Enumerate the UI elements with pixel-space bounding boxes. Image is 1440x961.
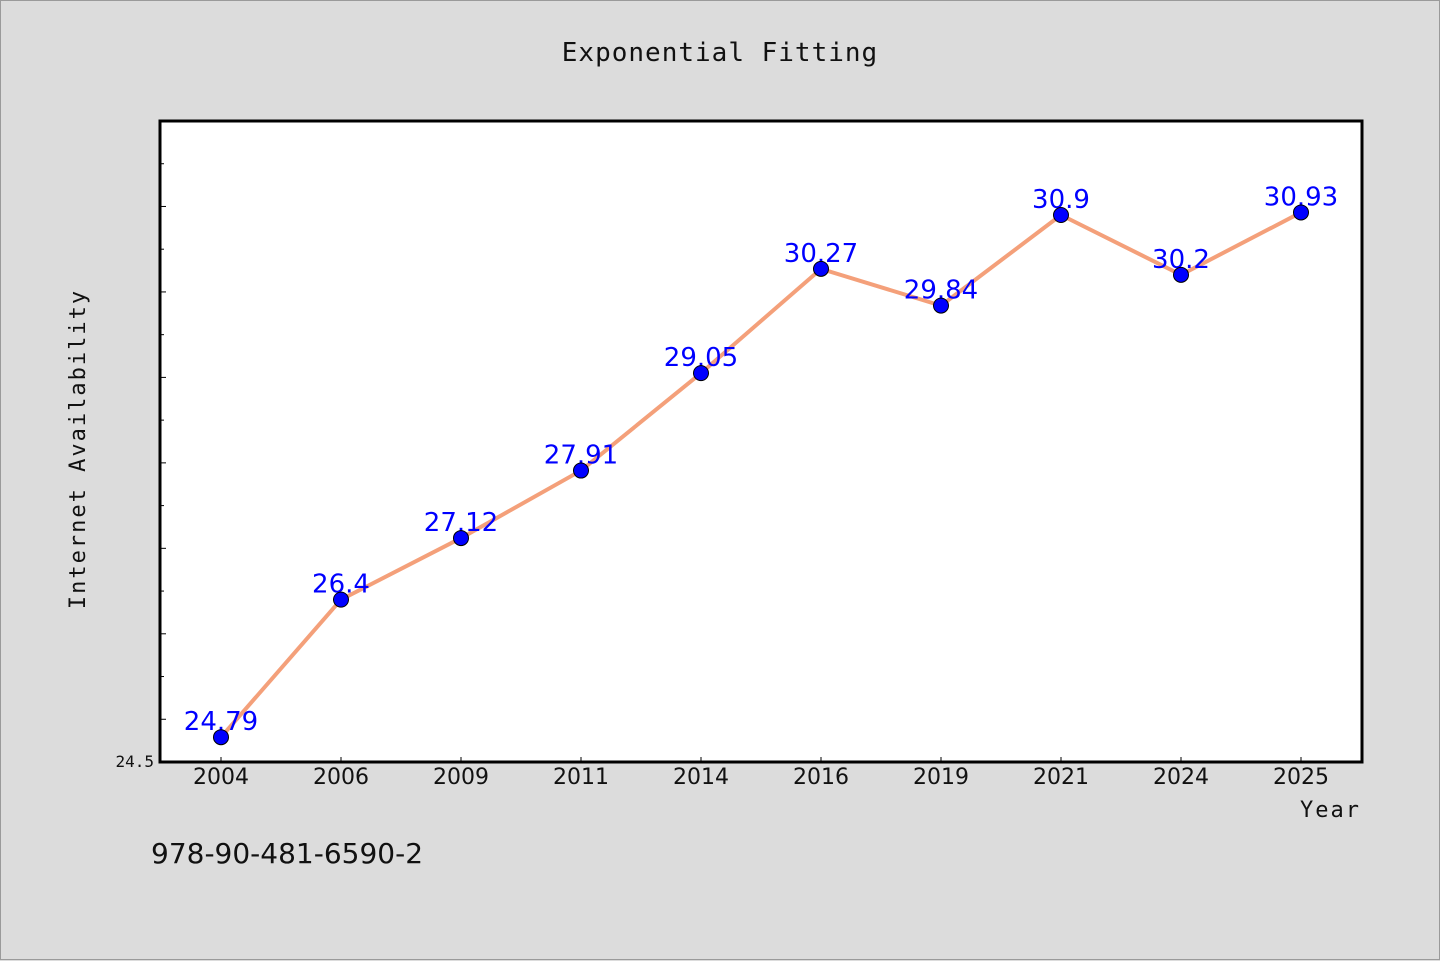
data-point <box>1293 204 1309 221</box>
data-point <box>453 530 469 547</box>
x-tick-label: 2019 <box>913 765 969 790</box>
data-point <box>1173 266 1189 283</box>
y-axis-label: Internet Availability <box>66 289 91 609</box>
data-point <box>813 260 829 277</box>
data-point <box>1053 207 1069 224</box>
x-tick-label: 2011 <box>553 765 609 790</box>
data-point <box>573 462 589 479</box>
data-point <box>333 591 349 608</box>
series-line <box>219 210 1302 739</box>
data-point <box>693 365 709 382</box>
isbn-footer-text: 978-90-481-6590-2 <box>151 837 423 870</box>
x-tick-label: 2025 <box>1273 765 1329 790</box>
x-axis-tick-labels: 2004 2006 2009 2011 2014 2016 2019 2021 2024 2025 <box>193 757 1329 790</box>
x-tick-label: 2024 <box>1153 765 1209 790</box>
x-tick-label: 2016 <box>793 765 849 790</box>
x-tick-label: 2014 <box>673 765 729 790</box>
plot-area <box>158 119 1364 764</box>
data-markers <box>213 204 1309 746</box>
x-tick-label: 2021 <box>1033 765 1089 790</box>
series-line-group <box>219 210 1302 739</box>
chart-title: Exponential Fitting <box>562 38 878 68</box>
data-point <box>933 297 949 314</box>
y-tick-label: 24.5 <box>115 752 154 771</box>
data-point <box>213 729 229 746</box>
x-tick-label: 2004 <box>193 765 249 790</box>
x-tick-label: 2006 <box>313 765 369 790</box>
x-axis-label: Year <box>1300 798 1361 823</box>
x-tick-label: 2009 <box>433 765 489 790</box>
y-axis-ticks: 24.5 <box>115 120 166 771</box>
